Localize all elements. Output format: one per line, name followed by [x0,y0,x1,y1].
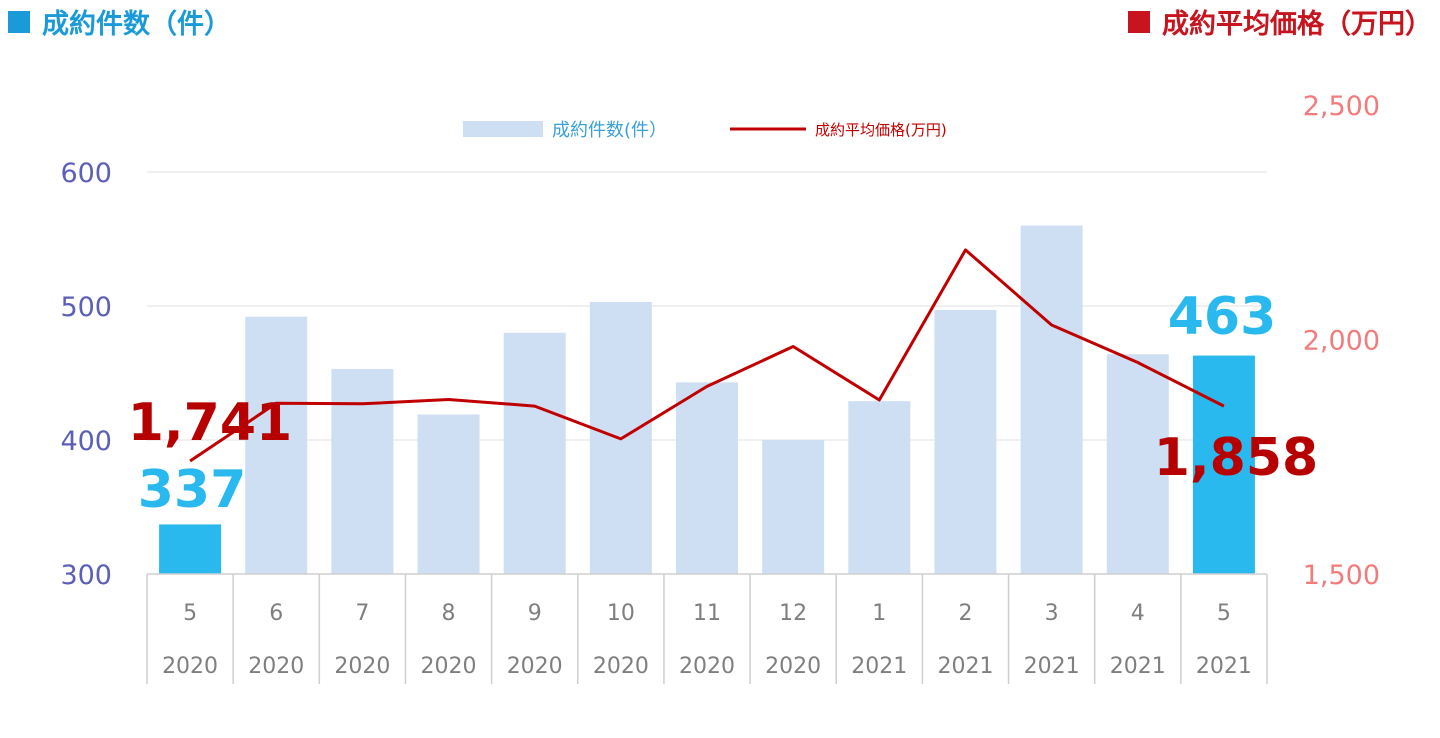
x-tick-year: 2021 [937,654,993,679]
bar-value-label-last: 463 [1168,287,1277,347]
x-tick-year: 2020 [765,654,821,679]
x-tick-year: 2021 [1196,654,1252,679]
bar-2021-3 [1020,225,1083,574]
price-line-path [189,248,1225,463]
x-tick-year: 2020 [679,654,735,679]
axes: 5202062020720208202092020102020112020122… [60,91,1380,684]
left-axis-tick: 400 [60,426,112,457]
legend-label-line: 成約平均価格(万円) [815,121,947,139]
x-tick-month: 4 [1131,601,1145,626]
x-tick-year: 2020 [421,654,477,679]
right-axis-tick: 2,000 [1303,326,1380,357]
bar-2020-8 [417,414,480,574]
price-line [189,248,1225,463]
x-tick-year: 2020 [334,654,390,679]
bar-2020-9 [503,332,566,574]
x-tick-year: 2021 [1110,654,1166,679]
bar-value-label-first: 337 [138,460,247,520]
x-tick-year: 2021 [1024,654,1080,679]
right-header-label: 成約平均価格（万円） [1162,9,1432,40]
x-tick-year: 2020 [593,654,649,679]
x-tick-month: 12 [779,601,807,626]
legend-swatch-bar [463,121,543,137]
legend: 成約件数(件） 成約平均価格(万円) [463,120,947,141]
x-tick-month: 8 [442,601,456,626]
left-axis-tick: 600 [60,158,112,189]
x-tick-month: 5 [183,601,197,626]
x-tick-month: 1 [872,601,886,626]
line-value-label-first: 1,741 [128,393,292,453]
right-axis-tick: 1,500 [1303,560,1380,591]
bar-2021-1 [848,401,911,574]
bar-2020-7 [331,368,394,574]
bar-2020-12 [762,440,825,574]
legend-label-bar: 成約件数(件） [552,120,667,141]
line-value-label-last: 1,858 [1154,428,1318,488]
bar-2021-2 [934,310,997,574]
x-tick-year: 2021 [851,654,907,679]
x-tick-month: 11 [693,601,721,626]
x-tick-month: 9 [528,601,542,626]
bar-2020-5 [159,524,222,574]
bar-2020-6 [245,316,308,574]
right-axis-header: 成約平均価格（万円） [1128,2,1432,41]
bar-2020-11 [676,382,738,574]
x-tick-year: 2020 [248,654,304,679]
bars [159,225,1255,574]
x-tick-month: 3 [1045,601,1059,626]
bar-2021-4 [1106,354,1169,574]
left-header-square-icon [8,10,30,33]
annotations: 337 1,741 463 1,858 [128,287,1318,520]
right-header-square-icon [1128,10,1150,33]
left-axis-tick: 300 [60,560,112,591]
x-tick-year: 2020 [162,654,218,679]
x-tick-month: 6 [269,601,283,626]
right-axis-tick: 2,500 [1303,91,1380,122]
x-tick-month: 10 [607,601,635,626]
x-tick-month: 7 [355,601,369,626]
x-tick-month: 5 [1217,601,1231,626]
bar-2021-5 [1192,355,1255,574]
left-axis-header: 成約件数（件） [8,2,231,41]
x-tick-month: 2 [958,601,972,626]
left-axis-tick: 500 [60,292,112,323]
left-header-label: 成約件数（件） [42,9,231,40]
x-tick-year: 2020 [507,654,563,679]
